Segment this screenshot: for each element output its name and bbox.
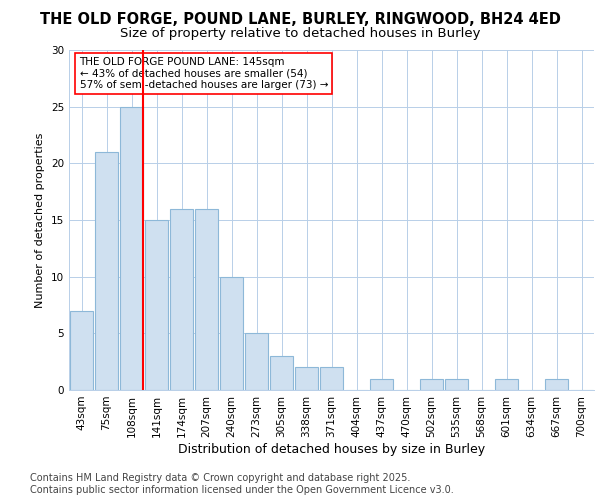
X-axis label: Distribution of detached houses by size in Burley: Distribution of detached houses by size … xyxy=(178,442,485,456)
Bar xyxy=(170,208,193,390)
Bar xyxy=(495,378,518,390)
Bar xyxy=(120,106,143,390)
Bar xyxy=(220,276,243,390)
Bar xyxy=(445,378,468,390)
Bar xyxy=(370,378,393,390)
Text: Contains HM Land Registry data © Crown copyright and database right 2025.
Contai: Contains HM Land Registry data © Crown c… xyxy=(30,474,454,495)
Bar xyxy=(320,368,343,390)
Bar xyxy=(245,334,268,390)
Text: THE OLD FORGE, POUND LANE, BURLEY, RINGWOOD, BH24 4ED: THE OLD FORGE, POUND LANE, BURLEY, RINGW… xyxy=(40,12,560,28)
Text: Size of property relative to detached houses in Burley: Size of property relative to detached ho… xyxy=(120,28,480,40)
Bar xyxy=(145,220,168,390)
Bar xyxy=(295,368,318,390)
Text: THE OLD FORGE POUND LANE: 145sqm
← 43% of detached houses are smaller (54)
57% o: THE OLD FORGE POUND LANE: 145sqm ← 43% o… xyxy=(79,57,328,90)
Bar xyxy=(420,378,443,390)
Bar xyxy=(195,208,218,390)
Bar xyxy=(270,356,293,390)
Bar xyxy=(95,152,118,390)
Y-axis label: Number of detached properties: Number of detached properties xyxy=(35,132,46,308)
Bar xyxy=(70,310,93,390)
Bar xyxy=(545,378,568,390)
